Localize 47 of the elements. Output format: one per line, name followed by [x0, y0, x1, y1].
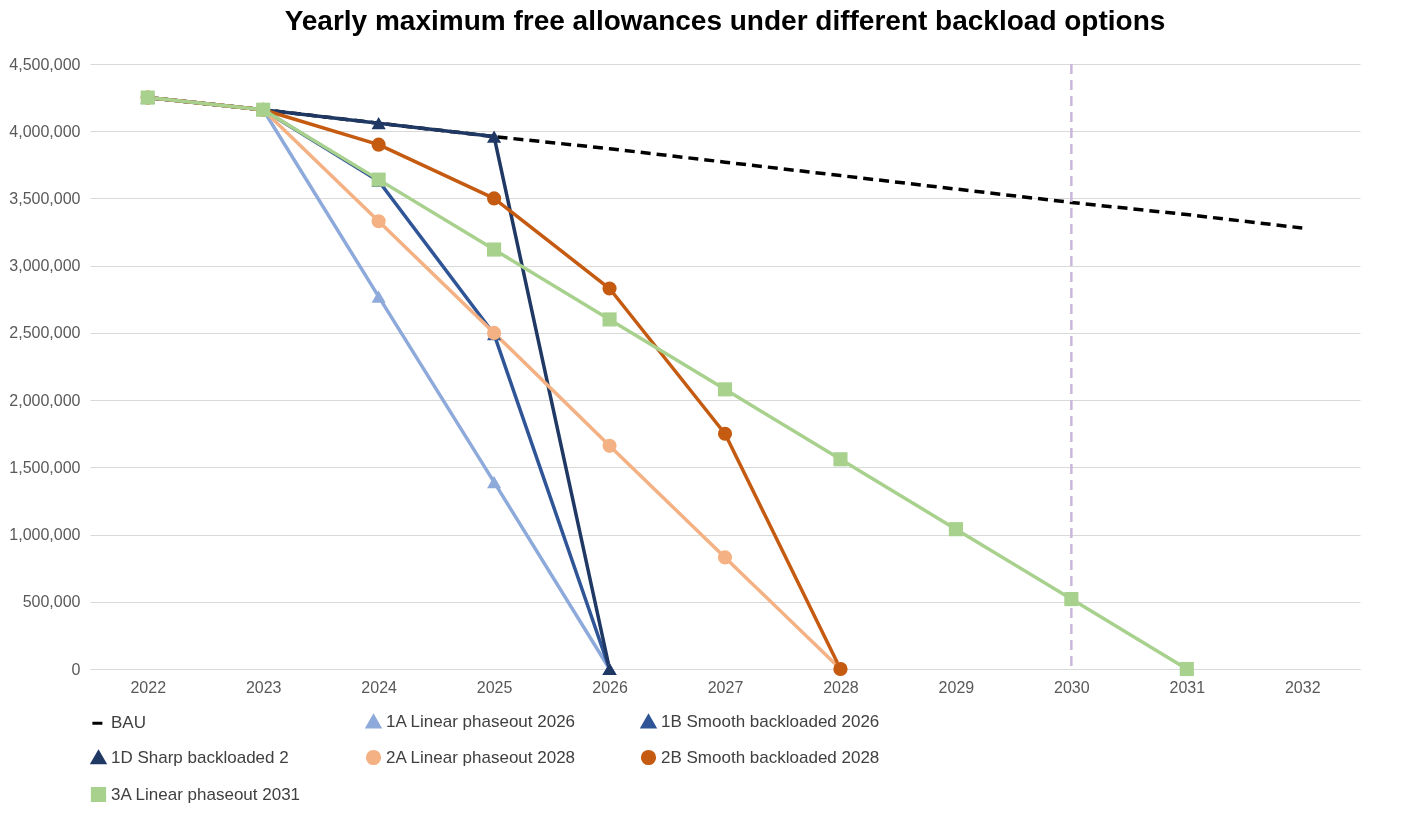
legend-label: BAU — [111, 713, 146, 733]
x-tick-label: 2025 — [476, 678, 513, 696]
x-tick-label: 2026 — [592, 678, 628, 696]
point — [717, 382, 733, 397]
point — [487, 191, 502, 206]
y-tick-label: 1,000,000 — [9, 526, 81, 544]
point — [833, 452, 848, 467]
x-tick-label: 2028 — [823, 678, 859, 696]
point — [371, 137, 386, 152]
y-tick-label: 2,500,000 — [9, 324, 81, 342]
legend-label: 3A Linear phaseout 2031 — [111, 784, 301, 804]
point — [371, 290, 386, 303]
point — [487, 242, 502, 257]
y-tick-label: 2,000,000 — [9, 391, 81, 409]
x-tick-label: 2031 — [1169, 678, 1206, 696]
legend-label: 1D Sharp backloaded 2 — [111, 747, 289, 767]
point — [487, 476, 502, 489]
x-tick-label: 2027 — [707, 678, 744, 696]
x-tick-label: 2030 — [1054, 678, 1090, 696]
y-tick-label: 4,000,000 — [9, 122, 81, 140]
point — [602, 281, 617, 296]
y-tick-label: 0 — [71, 660, 81, 678]
legend-label: 2A Linear phaseout 2028 — [386, 747, 576, 767]
legend-label: 1B Smooth backloaded 2026 — [661, 711, 880, 731]
y-tick-label: 500,000 — [22, 593, 81, 611]
legend-label: 1A Linear phaseout 2026 — [386, 711, 576, 731]
chart-title: Yearly maximum free allowances under different backload options — [284, 5, 1166, 36]
x-tick-label: 2029 — [938, 678, 975, 696]
point — [371, 117, 386, 130]
point — [602, 312, 617, 327]
point — [1064, 592, 1079, 607]
y-tick-label: 3,000,000 — [9, 257, 81, 275]
y-tick-label: 3,500,000 — [9, 189, 81, 207]
point — [717, 426, 733, 441]
x-tick-label: 2023 — [245, 678, 282, 696]
point — [1179, 661, 1194, 677]
point — [717, 550, 733, 565]
point — [602, 438, 617, 453]
x-tick-label: 2022 — [130, 678, 167, 696]
point — [948, 522, 963, 537]
legend-label: 2B Smooth backloaded 2028 — [661, 747, 880, 767]
x-tick-label: 2024 — [361, 678, 398, 696]
y-tick-label: 1,500,000 — [9, 458, 81, 476]
y-tick-label: 4,500,000 — [9, 55, 81, 73]
point — [371, 214, 386, 229]
point — [487, 130, 502, 143]
x-tick-label: 2032 — [1284, 678, 1321, 696]
